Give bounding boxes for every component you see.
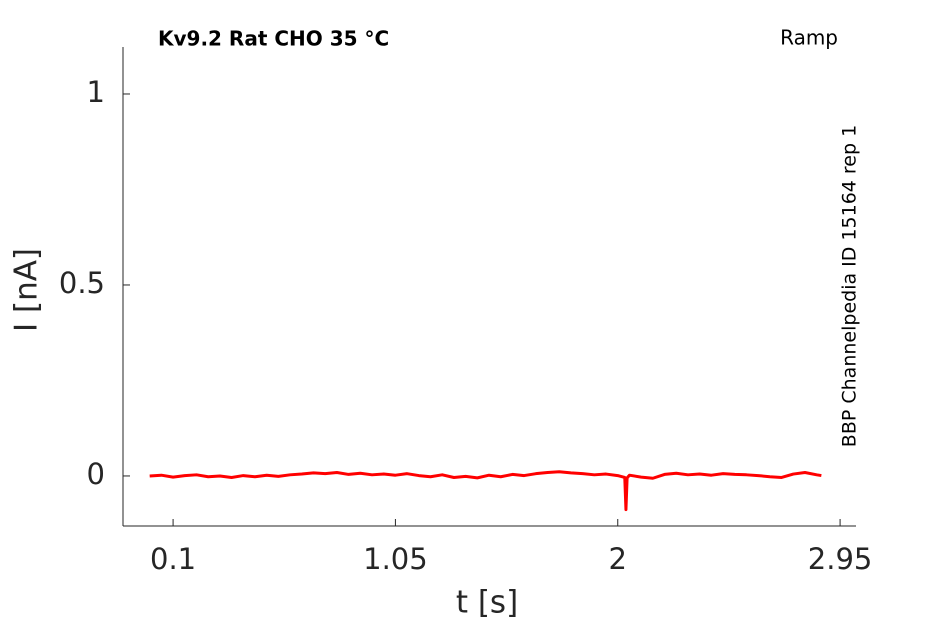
x-axis-label: t [s] bbox=[456, 585, 518, 621]
data-line bbox=[149, 470, 822, 512]
chart-title: Kv9.2 Rat CHO 35 °C bbox=[158, 27, 389, 51]
y-axis-label: I [nA] bbox=[9, 248, 45, 332]
x-tick-label: 1.05 bbox=[363, 542, 428, 576]
x-tick-label: 2.95 bbox=[808, 542, 873, 576]
x-tick-label: 0.1 bbox=[150, 542, 196, 576]
y-tick-label: 1 bbox=[87, 75, 105, 109]
y-tick-label: 0.5 bbox=[59, 266, 105, 300]
annotation: Ramp bbox=[780, 26, 838, 50]
y-tick-label: 0 bbox=[87, 457, 105, 491]
x-tick-label: 2 bbox=[609, 542, 627, 576]
annotation: BBP Channelpedia ID 15164 rep 1 bbox=[839, 125, 861, 447]
